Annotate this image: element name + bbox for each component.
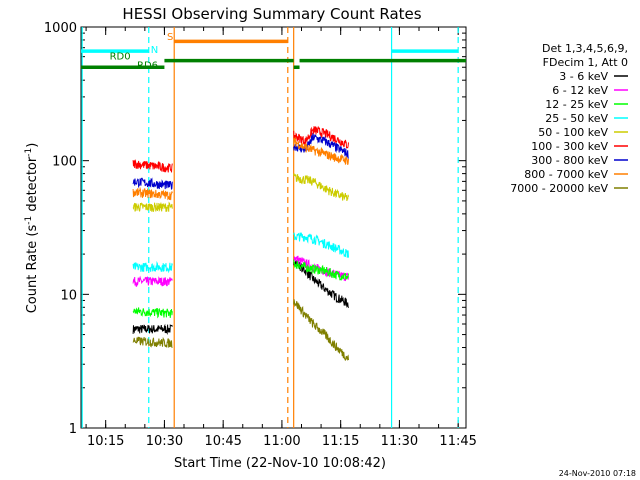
legend-label: 25 - 50 keV [545, 112, 608, 125]
bar-annotation: RD0 [110, 52, 131, 63]
x-tick-label: 11:15 [322, 434, 359, 449]
series-trace [132, 260, 173, 274]
series-trace [293, 299, 349, 361]
bar-annotation: N [151, 45, 158, 56]
y-axis-label: Count Rate (s-1 detector-1) [24, 143, 40, 314]
series-trace [132, 177, 173, 190]
series-trace [293, 125, 349, 149]
footer-date: 24-Nov-2010 07:18 [559, 469, 636, 478]
series-trace [293, 231, 349, 258]
legend-label: 12 - 25 keV [545, 98, 608, 111]
x-tick-label: 11:30 [381, 434, 418, 449]
legend-label: 50 - 100 keV [538, 126, 608, 139]
series-trace [132, 323, 173, 336]
chart-title: HESSI Observing Summary Count Rates [122, 5, 421, 23]
y-tick-label: 1 [69, 422, 77, 437]
legend-label: 300 - 800 keV [531, 154, 608, 167]
plot-frame [80, 26, 467, 429]
series-trace [293, 255, 349, 282]
legend-label: 800 - 7000 keV [524, 168, 608, 181]
series-trace [132, 201, 173, 213]
series-trace [132, 307, 173, 319]
series-trace [132, 336, 173, 349]
y-tick-label: 10 [60, 288, 77, 303]
series-trace [293, 259, 349, 281]
legend-header: FDecim 1, Att 0 [543, 56, 628, 69]
x-tick-label: 11:45 [439, 434, 476, 449]
legend-label: 100 - 300 keV [531, 140, 608, 153]
y-tick-label: 1000 [44, 21, 77, 36]
x-tick-label: 10:30 [146, 434, 183, 449]
series-trace [293, 173, 349, 202]
series-trace [293, 136, 349, 166]
series-trace [132, 158, 173, 173]
bar-annotation: RD6 [137, 60, 158, 71]
x-tick-label: 10:45 [204, 434, 241, 449]
y-tick-label: 100 [52, 155, 77, 170]
x-tick-label: 11:00 [263, 434, 300, 449]
bar-annotation: S [167, 32, 173, 43]
series-trace [293, 260, 349, 308]
series-trace [132, 275, 173, 287]
legend-label: 6 - 12 keV [552, 84, 608, 97]
legend-label: 7000 - 20000 keV [510, 182, 608, 195]
x-axis-label: Start Time (22-Nov-10 10:08:42) [174, 456, 386, 471]
legend-header: Det 1,3,4,5,6,9, [542, 42, 628, 55]
series-trace [132, 186, 173, 201]
legend-label: 3 - 6 keV [559, 70, 608, 83]
x-tick-label: 10:15 [87, 434, 124, 449]
